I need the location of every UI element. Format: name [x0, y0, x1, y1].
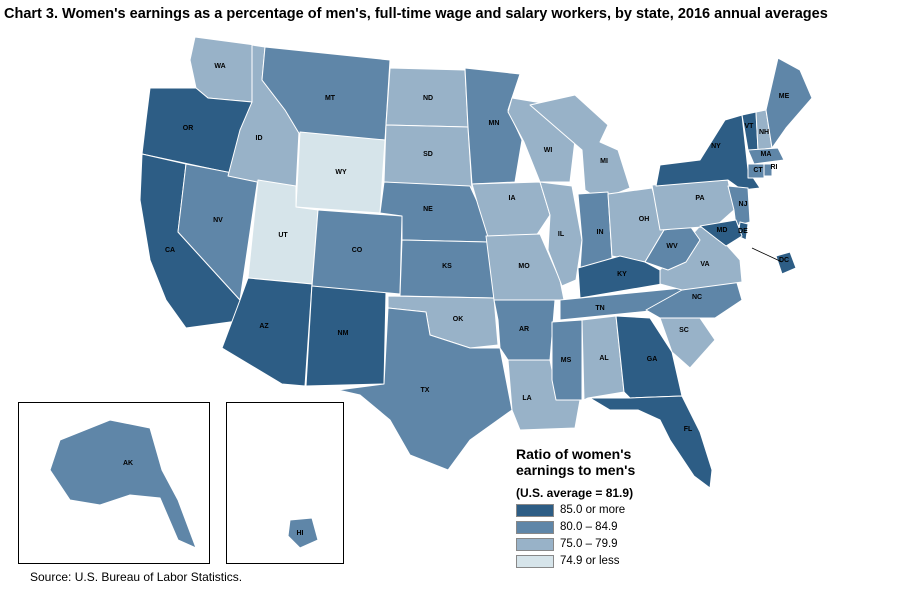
state-mi [529, 94, 631, 201]
state-label-md: MD [717, 227, 728, 234]
state-la [507, 359, 581, 431]
legend-label: 80.0 – 84.9 [560, 521, 618, 533]
legend-swatch [516, 554, 554, 568]
state-label-pa: PA [695, 195, 704, 202]
legend-item: 75.0 – 79.9 [516, 537, 716, 551]
state-label-ga: GA [647, 356, 658, 363]
state-label-co: CO [352, 247, 363, 254]
legend-item: 85.0 or more [516, 503, 716, 517]
state-md [699, 219, 743, 247]
state-label-nc: NC [692, 294, 702, 301]
state-label-il: IL [558, 231, 565, 238]
state-ms [551, 319, 583, 401]
legend-subtitle: (U.S. average = 81.9) [516, 486, 634, 500]
state-label-mt: MT [325, 95, 336, 102]
state-label-ct: CT [753, 167, 763, 174]
legend-title-line1: Ratio of women's [516, 446, 632, 462]
chart-title: Chart 3. Women's earnings as a percentag… [4, 6, 828, 22]
state-label-id: ID [256, 135, 263, 142]
state-label-la: LA [522, 395, 531, 402]
state-mn [464, 67, 523, 185]
state-label-sc: SC [679, 327, 689, 334]
state-ct [747, 163, 765, 179]
state-label-ks: KS [442, 263, 452, 270]
state-label-nh: NH [759, 129, 769, 136]
state-ma [747, 147, 785, 165]
state-fl [589, 395, 713, 489]
state-label-me: ME [779, 93, 790, 100]
state-label-ia: IA [509, 195, 516, 202]
state-label-az: AZ [259, 323, 269, 330]
state-label-wv: WV [666, 243, 678, 250]
state-ri [763, 163, 773, 177]
state-label-in: IN [597, 229, 604, 236]
state-label-fl: FL [684, 426, 693, 433]
state-label-nm: NM [338, 330, 349, 337]
state-label-tn: TN [595, 305, 604, 312]
state-label-ny: NY [711, 143, 721, 150]
state-label-wa: WA [214, 63, 225, 70]
legend: Ratio of women's earnings to men's (U.S.… [516, 446, 716, 568]
state-label-hi: HI [297, 530, 304, 537]
legend-swatch [516, 537, 554, 551]
state-label-sd: SD [423, 151, 433, 158]
state-label-dc: DC [779, 257, 789, 264]
state-label-mn: MN [489, 120, 500, 127]
state-label-ne: NE [423, 206, 433, 213]
state-tx [337, 307, 513, 471]
state-label-ar: AR [519, 326, 529, 333]
state-dc [775, 251, 797, 275]
legend-swatch [516, 503, 554, 517]
state-il [539, 181, 583, 287]
state-label-al: AL [599, 355, 609, 362]
state-label-or: OR [183, 125, 194, 132]
state-label-mo: MO [518, 263, 530, 270]
state-label-ma: MA [761, 151, 772, 158]
state-label-ri: RI [771, 164, 778, 171]
state-label-ms: MS [561, 357, 572, 364]
state-ak [49, 419, 197, 549]
legend-label: 85.0 or more [560, 504, 626, 516]
state-label-ak: AK [123, 460, 133, 467]
state-label-nv: NV [213, 217, 223, 224]
legend-item: 80.0 – 84.9 [516, 520, 716, 534]
state-mo [485, 233, 565, 301]
state-ny [655, 114, 761, 191]
state-label-wy: WY [335, 169, 347, 176]
state-label-oh: OH [639, 216, 650, 223]
legend-label: 75.0 – 79.9 [560, 538, 618, 550]
state-label-ky: KY [617, 271, 627, 278]
state-label-mi: MI [600, 158, 608, 165]
legend-swatch [516, 520, 554, 534]
state-label-va: VA [700, 261, 709, 268]
state-hi [287, 517, 319, 549]
state-label-tx: TX [421, 387, 430, 394]
dc-leader-line [751, 247, 783, 263]
state-al [581, 315, 625, 401]
source-note: Source: U.S. Bureau of Labor Statistics. [30, 570, 243, 584]
state-label-ca: CA [165, 247, 175, 254]
state-label-nd: ND [423, 95, 433, 102]
legend-item: 74.9 or less [516, 554, 716, 568]
hawaii-inset [226, 402, 344, 564]
state-label-wi: WI [544, 147, 553, 154]
state-label-ut: UT [278, 232, 288, 239]
state-label-de: DE [738, 228, 748, 235]
state-label-vt: VT [745, 123, 755, 130]
state-label-ok: OK [453, 316, 464, 323]
legend-title-line2: earnings to men's [516, 462, 636, 478]
state-label-nj: NJ [739, 201, 748, 208]
legend-label: 74.9 or less [560, 555, 620, 567]
